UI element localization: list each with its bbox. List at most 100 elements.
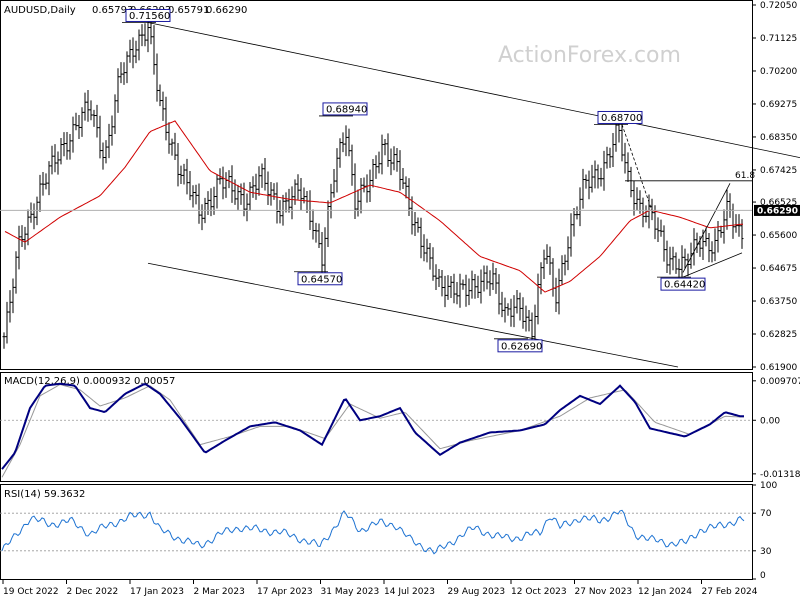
price-axis-label: 0.71125 (760, 34, 797, 44)
price-bar (707, 233, 711, 263)
price-bar (479, 269, 483, 304)
price-bar (668, 246, 672, 275)
price-annotation: 0.68700 (594, 110, 643, 125)
price-bar (605, 146, 609, 169)
price-bar (716, 221, 720, 253)
price-bar (467, 278, 471, 306)
macd-panel: MACD(12,26,9) 0.000932 0.00057 0.0097070… (0, 372, 800, 482)
price-bar (107, 123, 111, 159)
price-axis-label: 0.66525 (760, 198, 797, 208)
price-bar (656, 217, 660, 242)
price-bar (425, 238, 429, 263)
time-axis-label: 27 Nov 2023 (575, 587, 633, 597)
channel-upper-line (147, 22, 800, 159)
ohlc-close: 0.66290 (206, 5, 247, 16)
price-bar (557, 268, 561, 315)
price-bar (725, 189, 729, 230)
price-bar (161, 91, 165, 121)
price-bar (359, 178, 363, 214)
price-bar (23, 226, 27, 250)
price-bar (626, 152, 630, 183)
price-bar (167, 122, 171, 154)
price-bar (179, 165, 183, 184)
price-bar (431, 247, 435, 281)
price-bar (734, 214, 738, 233)
price-bar (419, 217, 423, 259)
price-bar (59, 138, 63, 165)
price-bar (686, 253, 690, 277)
price-bar (140, 24, 144, 47)
price-bar (278, 200, 282, 224)
price-axis-label: 0.63750 (760, 297, 797, 307)
price-bar (503, 297, 507, 323)
price-bar (566, 236, 570, 271)
price-bar (131, 37, 135, 69)
price-bar (74, 112, 78, 131)
price-bar (434, 264, 438, 291)
price-bar (461, 279, 465, 290)
rsi-line (1, 509, 745, 555)
price-bar (104, 140, 108, 164)
price-axis-label: 0.69275 (760, 100, 797, 110)
price-bar (389, 148, 393, 176)
price-bar (5, 301, 9, 344)
price-bar (38, 174, 42, 212)
price-bar (437, 268, 441, 288)
time-axis-label: 29 Aug 2023 (448, 587, 506, 597)
svg-text:0.68700: 0.68700 (601, 113, 642, 124)
price-bar (674, 252, 678, 274)
price-bar (209, 188, 213, 217)
time-axis-label: 2 Dec 2022 (67, 587, 119, 597)
price-bar (662, 225, 666, 262)
price-annotation: 0.64420 (657, 276, 706, 291)
price-bar (266, 171, 270, 206)
price-bar (182, 163, 186, 185)
price-bar (392, 146, 396, 171)
price-axis-label: 0.64675 (760, 264, 797, 274)
price-bar (329, 183, 333, 219)
price-bar (401, 167, 405, 189)
price-bar (500, 291, 504, 318)
price-bar (170, 138, 174, 156)
price-bar (578, 187, 582, 227)
price-bar (155, 53, 159, 102)
price-bar (335, 148, 339, 193)
macd-label: MACD(12,26,9) 0.000932 0.00057 (4, 376, 175, 387)
price-bar (440, 269, 444, 297)
price-bar (377, 151, 381, 174)
price-bar (560, 255, 564, 286)
price-bar (176, 143, 180, 187)
price-bar (395, 148, 399, 172)
rsi-axis-label: 0 (760, 571, 766, 581)
price-annotation: 0.68940 (319, 102, 368, 117)
price-bar (383, 138, 387, 156)
time-axis-label: 17 Jan 2023 (130, 587, 184, 597)
price-bar (26, 209, 30, 246)
price-bar (476, 275, 480, 299)
price-bar (473, 273, 477, 299)
price-bar (536, 273, 540, 325)
svg-text:0.71560: 0.71560 (129, 11, 170, 22)
price-bar (206, 191, 210, 215)
price-bar (458, 273, 462, 308)
svg-text:0.64420: 0.64420 (664, 280, 705, 291)
time-axis-label: 17 Apr 2023 (257, 587, 313, 597)
time-axis-label: 14 Jul 2023 (384, 587, 435, 597)
svg-text:0.64570: 0.64570 (301, 274, 342, 285)
price-axis-label: 0.72050 (760, 1, 797, 11)
macd-signal-line (1, 383, 744, 478)
price-bar (47, 161, 51, 196)
price-bar (257, 166, 261, 196)
price-axis-label: 0.62825 (760, 330, 797, 340)
price-bar (659, 219, 663, 237)
macd-axis-label: -0.013181 (760, 470, 800, 480)
macd-axis: 0.009707 0.00 -0.013181 (752, 377, 800, 480)
price-bar (197, 183, 201, 224)
time-axis-label: 27 Feb 2024 (702, 587, 758, 597)
price-bar (572, 207, 576, 237)
price-axis-label: 0.61900 (760, 363, 797, 373)
current-price-value: 0.66290 (757, 206, 798, 216)
price-axis: 0.72050 0.71125 0.70200 0.69275 0.68350 0.674… (752, 1, 797, 373)
price-bar (215, 174, 219, 209)
price-bar (398, 150, 402, 191)
